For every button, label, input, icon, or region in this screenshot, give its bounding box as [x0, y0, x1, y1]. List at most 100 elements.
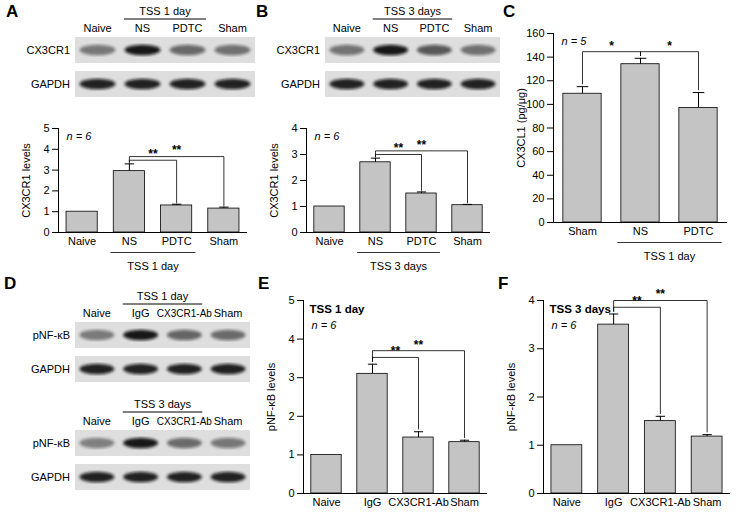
svg-text:CX3CR1: CX3CR1: [27, 44, 70, 56]
svg-text:4: 4: [43, 143, 49, 155]
svg-text:0: 0: [291, 226, 297, 238]
svg-text:100: 100: [526, 98, 544, 110]
svg-text:PDTC: PDTC: [419, 22, 449, 34]
svg-text:3: 3: [288, 371, 294, 383]
svg-text:n = 6: n = 6: [315, 130, 341, 142]
svg-text:2: 2: [291, 174, 297, 186]
svg-text:Sham: Sham: [464, 22, 493, 34]
svg-text:**: **: [632, 294, 642, 308]
svg-text:TSS 1 day: TSS 1 day: [137, 290, 189, 302]
svg-text:Naive: Naive: [312, 496, 340, 508]
svg-text:Naive: Naive: [83, 415, 111, 427]
svg-text:40: 40: [532, 169, 544, 181]
svg-text:**: **: [656, 287, 666, 301]
svg-text:Sham: Sham: [693, 496, 722, 508]
svg-text:pNF-κB levels: pNF-κB levels: [265, 362, 277, 431]
svg-text:n = 6: n = 6: [552, 319, 578, 331]
svg-text:120: 120: [526, 74, 544, 86]
svg-text:*: *: [667, 39, 672, 53]
svg-text:CX3CR1-Ab: CX3CR1-Ab: [157, 416, 212, 427]
svg-text:140: 140: [526, 51, 544, 63]
svg-text:Sham: Sham: [453, 235, 482, 247]
svg-text:CX3CR1-Ab: CX3CR1-Ab: [388, 496, 449, 508]
svg-text:NS: NS: [122, 235, 137, 247]
svg-text:0: 0: [288, 487, 294, 499]
svg-text:4: 4: [288, 333, 294, 345]
svg-text:pNF-κB: pNF-κB: [33, 437, 70, 449]
svg-text:pNF-κB levels: pNF-κB levels: [505, 362, 517, 431]
svg-text:TSS 1 day: TSS 1 day: [127, 260, 179, 272]
svg-text:2: 2: [528, 391, 534, 403]
svg-text:NS: NS: [368, 235, 383, 247]
svg-text:3: 3: [43, 164, 49, 176]
svg-text:PDTC: PDTC: [173, 22, 203, 34]
svg-text:GAPDH: GAPDH: [31, 471, 70, 483]
svg-text:n = 5: n = 5: [562, 35, 588, 47]
svg-text:20: 20: [532, 192, 544, 204]
svg-text:4: 4: [528, 294, 534, 306]
svg-text:Sham: Sham: [218, 22, 247, 34]
svg-text:1: 1: [43, 205, 49, 217]
svg-text:TSS 3 days: TSS 3 days: [550, 303, 611, 315]
svg-text:n = 6: n = 6: [312, 319, 338, 331]
svg-text:Sham: Sham: [214, 307, 243, 319]
svg-text:**: **: [148, 147, 158, 161]
svg-text:TSS 1 day: TSS 1 day: [644, 250, 696, 262]
svg-text:4: 4: [291, 122, 297, 134]
svg-text:GAPDH: GAPDH: [31, 78, 70, 90]
svg-text:1: 1: [291, 200, 297, 212]
svg-text:3: 3: [291, 148, 297, 160]
svg-text:CX3CR1: CX3CR1: [277, 44, 320, 56]
svg-text:IgG: IgG: [364, 496, 382, 508]
svg-text:NS: NS: [633, 225, 648, 237]
svg-text:0: 0: [538, 216, 544, 228]
svg-text:*: *: [609, 39, 614, 53]
svg-text:Naive: Naive: [83, 307, 111, 319]
svg-text:IgG: IgG: [605, 496, 623, 508]
svg-text:60: 60: [532, 145, 544, 157]
svg-text:CX3CL1 (pg/μg): CX3CL1 (pg/μg): [515, 88, 527, 168]
svg-text:IgG: IgG: [132, 415, 150, 427]
svg-text:3: 3: [528, 342, 534, 354]
svg-text:PDTC: PDTC: [162, 235, 192, 247]
svg-text:Sham: Sham: [450, 496, 479, 508]
svg-text:CX3CR1-Ab: CX3CR1-Ab: [630, 496, 691, 508]
svg-text:Naive: Naive: [333, 22, 361, 34]
svg-text:IgG: IgG: [132, 307, 150, 319]
svg-text:Naive: Naive: [68, 235, 96, 247]
svg-text:TSS 3 days: TSS 3 days: [384, 5, 441, 17]
svg-text:160: 160: [526, 27, 544, 39]
svg-text:2: 2: [288, 410, 294, 422]
svg-text:NS: NS: [383, 22, 398, 34]
svg-text:PDTC: PDTC: [684, 225, 714, 237]
svg-text:TSS 1 day: TSS 1 day: [310, 303, 366, 315]
svg-text:TSS 3 days: TSS 3 days: [370, 260, 427, 272]
svg-text:PDTC: PDTC: [407, 235, 437, 247]
svg-text:**: **: [391, 344, 401, 358]
svg-text:CX3CR1-Ab: CX3CR1-Ab: [157, 308, 212, 319]
svg-text:**: **: [172, 143, 182, 157]
svg-text:Naive: Naive: [315, 235, 343, 247]
svg-text:Naive: Naive: [553, 496, 581, 508]
svg-text:5: 5: [288, 294, 294, 306]
svg-text:80: 80: [532, 122, 544, 134]
svg-text:NS: NS: [135, 22, 150, 34]
svg-text:Naive: Naive: [83, 22, 111, 34]
svg-text:1: 1: [528, 439, 534, 451]
svg-text:1: 1: [288, 448, 294, 460]
svg-text:2: 2: [43, 184, 49, 196]
svg-text:CX3CR1 levels: CX3CR1 levels: [20, 143, 32, 218]
svg-text:5: 5: [43, 122, 49, 134]
svg-text:Sham: Sham: [210, 235, 239, 247]
svg-text:**: **: [417, 138, 427, 152]
svg-text:0: 0: [43, 226, 49, 238]
svg-text:TSS 1 day: TSS 1 day: [139, 5, 191, 17]
svg-text:0: 0: [528, 487, 534, 499]
svg-text:**: **: [414, 338, 424, 352]
svg-text:**: **: [394, 141, 404, 155]
svg-text:TSS 3 days: TSS 3 days: [134, 398, 191, 410]
svg-text:Sham: Sham: [568, 225, 597, 237]
svg-text:pNF-κB: pNF-κB: [33, 329, 70, 341]
svg-text:GAPDH: GAPDH: [281, 78, 320, 90]
svg-text:Sham: Sham: [214, 415, 243, 427]
